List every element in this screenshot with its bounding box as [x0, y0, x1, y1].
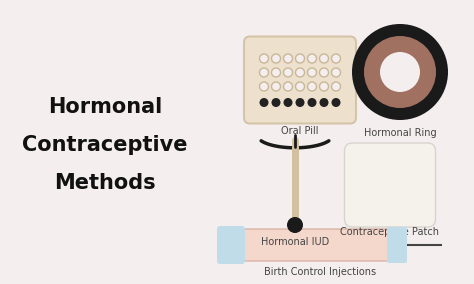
Text: Hormonal: Hormonal [48, 97, 162, 117]
FancyBboxPatch shape [387, 227, 407, 263]
Text: Hormonal Ring: Hormonal Ring [364, 128, 436, 138]
Text: Methods: Methods [54, 173, 156, 193]
Circle shape [319, 54, 328, 63]
Circle shape [272, 54, 281, 63]
Circle shape [308, 54, 317, 63]
Circle shape [272, 68, 281, 77]
Circle shape [364, 36, 436, 108]
Circle shape [319, 68, 328, 77]
Text: Contraceptive Patch: Contraceptive Patch [340, 227, 439, 237]
Circle shape [259, 54, 268, 63]
Circle shape [308, 98, 317, 107]
Circle shape [283, 98, 292, 107]
FancyBboxPatch shape [238, 229, 395, 261]
Text: Birth Control Injections: Birth Control Injections [264, 267, 376, 277]
Circle shape [319, 82, 328, 91]
Circle shape [308, 82, 317, 91]
Circle shape [259, 82, 268, 91]
Circle shape [331, 82, 340, 91]
FancyBboxPatch shape [345, 143, 436, 227]
Circle shape [295, 98, 304, 107]
Circle shape [331, 54, 340, 63]
Circle shape [259, 68, 268, 77]
Circle shape [283, 82, 292, 91]
Circle shape [295, 54, 304, 63]
Text: Hormonal IUD: Hormonal IUD [261, 237, 329, 247]
Circle shape [259, 98, 268, 107]
Circle shape [272, 98, 281, 107]
Circle shape [295, 68, 304, 77]
Circle shape [272, 82, 281, 91]
Circle shape [352, 24, 448, 120]
Text: Oral Pill: Oral Pill [281, 126, 319, 135]
FancyBboxPatch shape [217, 226, 245, 264]
Circle shape [295, 82, 304, 91]
Circle shape [283, 68, 292, 77]
Circle shape [319, 98, 328, 107]
Circle shape [331, 68, 340, 77]
Circle shape [287, 217, 303, 233]
FancyBboxPatch shape [244, 37, 356, 124]
Text: Contraceptive: Contraceptive [22, 135, 188, 155]
Circle shape [308, 68, 317, 77]
Circle shape [331, 98, 340, 107]
Circle shape [380, 52, 420, 92]
Circle shape [283, 54, 292, 63]
